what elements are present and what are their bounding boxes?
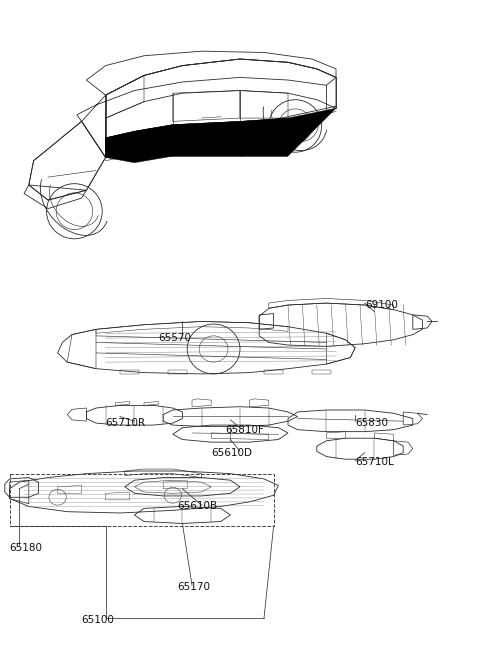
Text: 69100: 69100 [365, 300, 397, 310]
Polygon shape [173, 118, 288, 156]
Text: 65710L: 65710L [355, 457, 394, 468]
Text: 65180: 65180 [10, 543, 43, 553]
Text: 65610B: 65610B [178, 501, 218, 512]
Text: 65570: 65570 [158, 333, 192, 343]
Polygon shape [106, 125, 173, 163]
Text: 65810F: 65810F [226, 424, 264, 435]
Polygon shape [106, 108, 336, 157]
Text: 65710R: 65710R [106, 418, 146, 428]
Text: 65610D: 65610D [211, 447, 252, 458]
Text: 65100: 65100 [82, 615, 114, 625]
Text: 65170: 65170 [178, 582, 211, 592]
Text: 65830: 65830 [355, 418, 388, 428]
